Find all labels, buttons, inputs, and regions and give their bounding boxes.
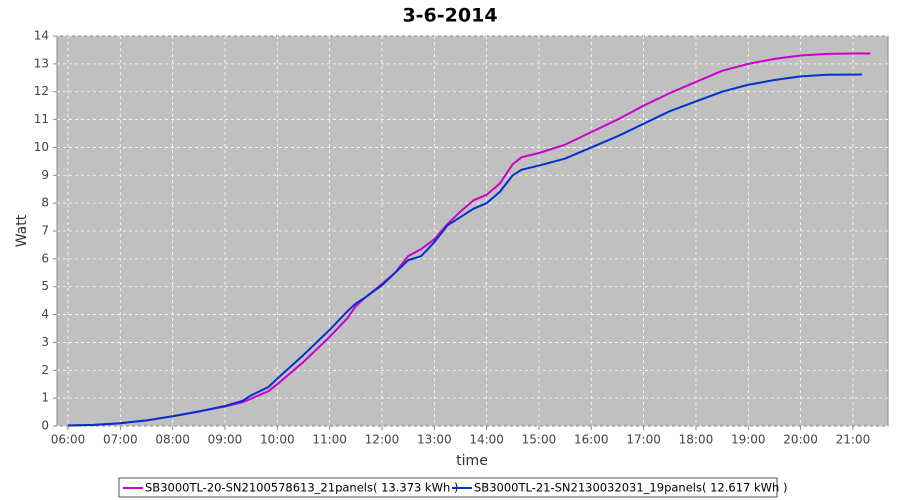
y-tick-label: 12: [34, 84, 49, 98]
y-tick-label: 13: [34, 56, 49, 70]
y-tick-label: 2: [41, 363, 49, 377]
series-line: [67, 73, 862, 427]
x-tick-label: 16:00: [574, 433, 609, 447]
y-tick-label: 9: [41, 168, 49, 182]
series-line: [67, 52, 871, 427]
y-tick-label: 11: [34, 112, 49, 126]
y-tick-label: 14: [34, 29, 49, 43]
y-tick-label: 8: [41, 196, 49, 210]
x-tick-label: 20:00: [783, 433, 818, 447]
legend-label: SB3000TL-21-SN2130032031_19panels( 12.61…: [474, 481, 787, 495]
legend-box: [118, 477, 778, 498]
x-axis-label: time: [456, 453, 488, 469]
y-tick-label: 7: [41, 224, 49, 238]
x-tick-label: 08:00: [155, 433, 190, 447]
x-tick-label: 15:00: [522, 433, 557, 447]
x-tick-label: 13:00: [417, 433, 452, 447]
x-tick-label: 09:00: [208, 433, 243, 447]
x-tick-label: 18:00: [679, 433, 714, 447]
x-tick-label: 21:00: [836, 433, 871, 447]
y-tick-label: 4: [41, 307, 49, 321]
y-tick-label: 5: [41, 279, 49, 293]
y-tick-label: 10: [34, 140, 49, 154]
x-tick-label: 14:00: [469, 433, 504, 447]
x-tick-label: 19:00: [731, 433, 766, 447]
x-tick-label: 11:00: [312, 433, 347, 447]
x-tick-label: 12:00: [365, 433, 400, 447]
chart-title: 3-6-2014: [402, 5, 497, 27]
x-tick-label: 17:00: [626, 433, 661, 447]
x-tick-label: 06:00: [51, 433, 86, 447]
x-tick-label: 10:00: [260, 433, 295, 447]
y-tick-label: 0: [41, 419, 49, 433]
y-axis-label: Watt: [14, 214, 30, 247]
legend-label: SB3000TL-20-SN2100578613_21panels( 13.37…: [145, 481, 458, 495]
y-tick-label: 6: [41, 251, 49, 265]
y-tick-label: 1: [41, 391, 49, 405]
y-tick-label: 3: [41, 335, 49, 349]
x-tick-label: 07:00: [103, 433, 138, 447]
